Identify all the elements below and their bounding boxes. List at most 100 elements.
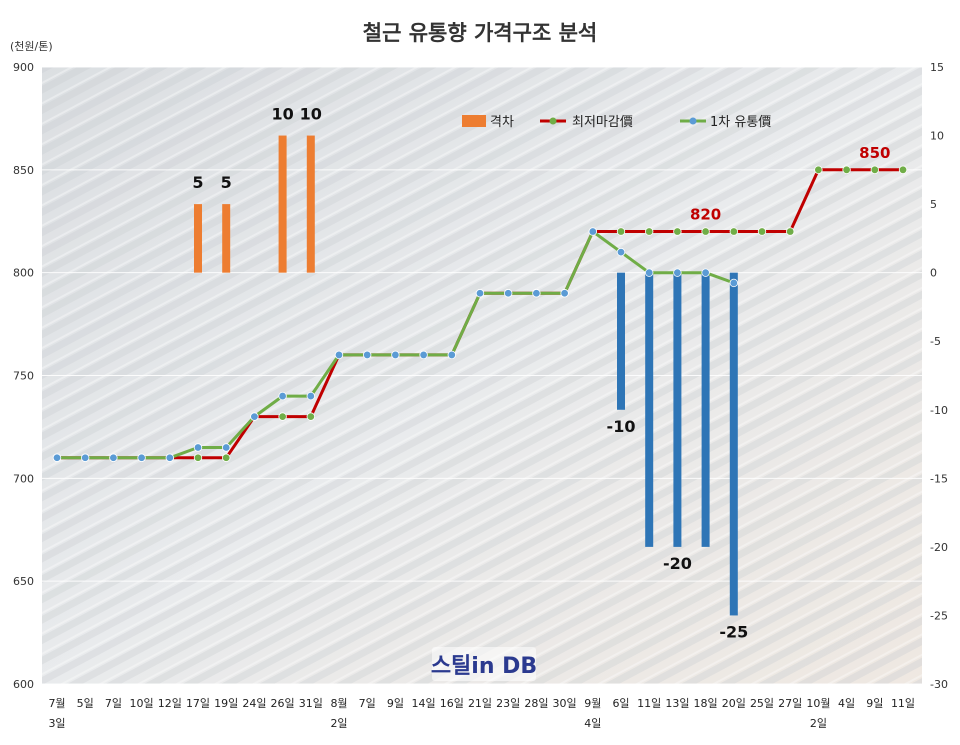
first-distribution-price-point <box>52 453 62 462</box>
x-tick-label: 30일 <box>553 696 577 710</box>
first-distribution-price-point <box>137 453 146 462</box>
lowest-close-price-point <box>701 227 710 236</box>
right-tick-label: -5 <box>930 335 941 348</box>
x-sub-label: 4일 <box>584 716 601 730</box>
lowest-close-price-point <box>842 165 851 175</box>
chart-title: 철근 유통향 가격구조 분석 <box>363 21 597 45</box>
first-distribution-price-point <box>221 443 231 452</box>
lowest-close-price-point <box>786 227 795 236</box>
first-distribution-price-point <box>391 350 400 360</box>
x-tick-label: 7일 <box>105 696 122 710</box>
left-tick-label: 700 <box>13 472 34 485</box>
first-distribution-price-point <box>447 350 456 360</box>
first-distribution-price-point <box>504 289 513 298</box>
first-distribution-price-point <box>278 391 287 401</box>
left-tick-label: 650 <box>13 575 34 588</box>
first-distribution-price-point <box>165 453 174 462</box>
first-distribution-price-point <box>334 350 344 360</box>
x-tick-label: 6일 <box>612 696 629 710</box>
first-distribution-price-point <box>532 289 541 298</box>
lowest-close-price-point <box>616 227 626 236</box>
first-distribution-price-point <box>645 268 654 277</box>
x-tick-label: 17일 <box>186 696 210 710</box>
lowest-close-price-point <box>673 227 682 236</box>
right-tick-label: -10 <box>930 404 948 417</box>
legend-marker-first <box>689 117 697 125</box>
right-tick-label: -25 <box>930 609 948 622</box>
x-tick-label: 9일 <box>387 696 404 710</box>
watermark-logo: 스틸in DB <box>431 647 537 681</box>
first-distribution-price-point <box>588 227 597 236</box>
x-tick-label: 9월 <box>584 697 601 710</box>
legend: 격차 최저마감價 1차 유통價 <box>462 115 771 130</box>
lowest-close-price-point <box>278 412 287 421</box>
bar-data-label: -10 <box>607 417 636 436</box>
x-tick-label: 21일 <box>468 696 492 710</box>
left-tick-label: 750 <box>13 370 34 383</box>
first-distribution-price-point <box>475 289 485 298</box>
gap-bar <box>701 272 710 547</box>
left-tick-label: 900 <box>13 61 34 74</box>
right-axis: -30 -25 -20 -15 -10 -5 0 5 10 15 <box>930 61 948 691</box>
bar-data-label: 10 <box>271 105 293 124</box>
x-tick-label: 26일 <box>271 696 295 710</box>
bar-data-label: 5 <box>192 173 203 192</box>
legend-swatch-gap <box>462 115 486 127</box>
lowest-close-price-point <box>870 165 879 175</box>
x-tick-label: 5일 <box>77 696 94 710</box>
x-tick-label: 18일 <box>694 696 718 710</box>
x-tick-label: 10월 <box>806 697 830 710</box>
gap-bar <box>645 272 654 547</box>
bar-data-label: -20 <box>663 554 692 573</box>
right-tick-label: 10 <box>930 130 944 143</box>
left-tick-label: 600 <box>13 678 34 691</box>
first-distribution-price-point <box>80 453 90 462</box>
first-distribution-price-point <box>419 350 428 360</box>
first-distribution-price-point <box>109 453 118 462</box>
x-tick-label: 7일 <box>359 696 376 710</box>
gap-bar <box>729 272 738 616</box>
right-tick-label: -15 <box>930 472 948 485</box>
right-tick-label: 0 <box>930 267 937 280</box>
first-distribution-price-point <box>250 412 259 421</box>
gap-bar <box>673 272 682 547</box>
data-labels: 5 5 10 10 -10 -20 -25 820 850 <box>192 105 890 642</box>
first-distribution-price-point <box>673 268 682 277</box>
x-tick-label: 16일 <box>440 696 464 710</box>
first-distribution-price-point <box>616 247 626 257</box>
first-distribution-price-point <box>306 391 315 401</box>
price-data-label: 850 <box>859 144 890 162</box>
x-axis: 7월 5일 7일 10일 12일 17일 19일 24일 26일 31일 8월 7일 9일 14일 16일 2… <box>48 696 915 730</box>
left-tick-label: 850 <box>13 164 34 177</box>
watermark-text: 스틸in DB <box>431 654 537 679</box>
first-distribution-price-point <box>363 350 372 360</box>
x-tick-label: 11일 <box>637 696 661 710</box>
x-tick-label: 27일 <box>778 696 802 710</box>
x-tick-label: 28일 <box>524 696 548 710</box>
price-lines <box>52 165 908 462</box>
gap-bars <box>194 135 738 616</box>
first-distribution-price-point <box>701 268 710 277</box>
lowest-close-price-point <box>814 165 823 175</box>
x-sub-label: 2일 <box>330 716 347 730</box>
x-tick-label: 20일 <box>722 696 746 710</box>
first-distribution-price-point <box>560 289 569 298</box>
right-tick-label: 5 <box>930 198 937 211</box>
legend-marker-lowest <box>549 117 557 125</box>
x-tick-label: 14일 <box>412 696 436 710</box>
x-tick-label: 31일 <box>299 696 323 710</box>
first-distribution-price-point <box>729 278 738 288</box>
left-axis: 600 650 700 750 800 850 900 <box>13 61 34 691</box>
gridlines <box>42 66 922 685</box>
x-tick-label: 4일 <box>838 696 855 710</box>
bar-data-label: 5 <box>221 173 232 192</box>
y-unit-label: (천원/톤) <box>10 39 53 53</box>
gap-bar <box>194 204 202 273</box>
right-tick-label: -20 <box>930 541 948 554</box>
bar-data-label: -25 <box>719 622 748 641</box>
gap-bar <box>222 204 231 273</box>
bar-data-label: 10 <box>300 105 322 124</box>
lowest-close-price-point <box>729 227 738 236</box>
